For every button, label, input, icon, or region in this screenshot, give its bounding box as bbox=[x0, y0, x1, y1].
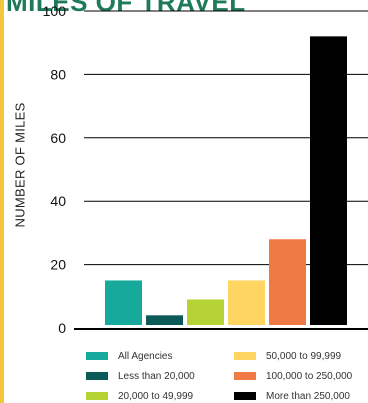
legend-label: 100,000 to 250,000 bbox=[266, 370, 353, 382]
legend-item: 50,000 to 99,999 bbox=[234, 349, 341, 363]
chart-title: MILES OF TRAVEL bbox=[6, 0, 246, 17]
bar bbox=[269, 239, 306, 325]
y-tick-label: 0 bbox=[58, 320, 66, 336]
bar bbox=[310, 36, 347, 326]
legend-label: 50,000 to 99,999 bbox=[266, 350, 342, 362]
y-tick-label: 20 bbox=[50, 257, 66, 273]
legend-swatch bbox=[234, 392, 256, 400]
legend-label: Less than 20,000 bbox=[118, 370, 195, 382]
bar bbox=[187, 299, 224, 325]
y-tick-label: 60 bbox=[50, 130, 66, 146]
legend-item: All Agencies bbox=[86, 349, 172, 363]
bar-layer bbox=[105, 36, 347, 326]
accent-stripe bbox=[0, 0, 4, 403]
legend-swatch bbox=[86, 392, 108, 400]
legend-item: 100,000 to 250,000 bbox=[234, 369, 352, 383]
bar bbox=[228, 280, 265, 325]
y-tick-label: 80 bbox=[50, 66, 66, 82]
bar bbox=[105, 280, 142, 325]
bar bbox=[146, 315, 183, 325]
y-tick-label: 100 bbox=[43, 3, 67, 19]
grid-layer bbox=[84, 10, 368, 266]
legend-item: Less than 20,000 bbox=[86, 369, 195, 383]
legend-swatch bbox=[86, 372, 108, 380]
legend-swatch bbox=[234, 372, 256, 380]
legend-label: More than 250,000 bbox=[266, 390, 350, 402]
legend-swatch bbox=[86, 352, 108, 360]
legend-label: All Agencies bbox=[118, 350, 173, 362]
legend-label: 20,000 to 49,999 bbox=[118, 390, 194, 402]
legend-item: 20,000 to 49,999 bbox=[86, 389, 193, 403]
y-tick-label: 40 bbox=[50, 193, 66, 209]
y-tick-labels: 0 20 40 60 80 100 bbox=[43, 3, 67, 336]
legend-item: More than 250,000 bbox=[234, 389, 350, 403]
legend-swatch bbox=[234, 352, 256, 360]
